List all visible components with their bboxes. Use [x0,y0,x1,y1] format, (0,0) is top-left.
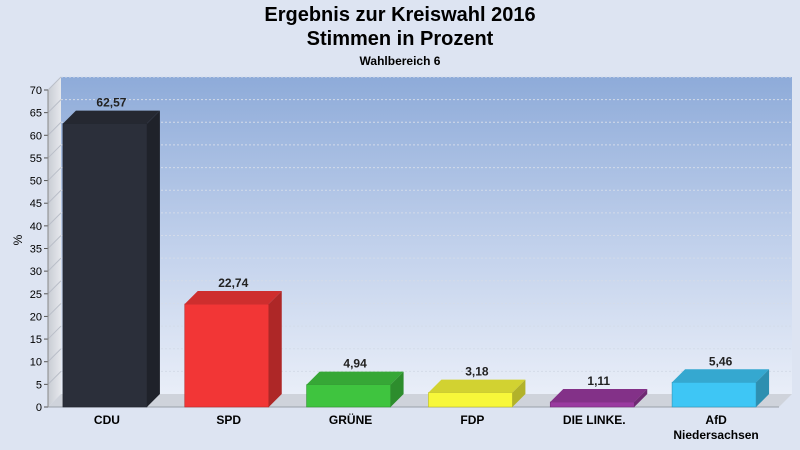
bar-side [634,388,648,407]
bar-value-label: 1,11 [587,374,610,388]
grid-line-wall [47,189,62,204]
bar-5 [671,369,770,408]
bar-top [306,371,404,385]
x-category-label: DIE LINKE. [563,413,626,427]
y-tick-label: 30 [30,266,42,278]
y-tick-label: 0 [36,402,42,414]
y-tick-label: 20 [30,311,42,323]
y-tick-label: 60 [30,130,42,142]
chart-subtitle: Wahlbereich 6 [359,54,441,68]
y-tick-label: 40 [30,221,42,233]
bar-3 [428,379,526,408]
grid-line-wall [47,144,62,159]
bar-2 [306,371,404,408]
bar-top [672,369,770,383]
grid-line-wall [47,167,62,181]
grid-line-wall [47,325,62,340]
bar-side [512,379,526,407]
bar-top [62,110,160,124]
grid-line-wall [47,303,62,317]
y-tick-label: 10 [30,357,42,369]
bar-front [671,381,757,408]
x-category-label: AfD [705,413,727,427]
grid-line-wall [47,371,62,385]
grid-line-wall [47,76,62,91]
grid-line-wall [47,212,62,227]
bar-side [146,110,160,408]
bar-value-label: 4,94 [343,357,367,371]
bar-top [184,291,282,305]
x-category-label: Niedersachsen [673,428,758,442]
grid-line-wall [47,257,62,272]
grid-line-wall [47,235,62,249]
bar-4 [549,388,648,408]
y-tick-label: 35 [30,244,42,256]
bar-value-label: 3,18 [465,365,489,379]
bar-side [268,291,282,407]
bar-value-label: 22,74 [218,276,248,290]
bar-front [549,401,635,408]
bar-front [428,392,513,408]
y-tick-label: 45 [30,198,42,210]
bar-value-label: 5,46 [709,354,733,368]
y-tick-label: 25 [30,289,42,301]
y-tick-label: 70 [30,85,42,97]
x-category-label: SPD [216,413,241,427]
bar-side [756,369,770,407]
y-tick-label: 5 [36,379,42,391]
y-axis-label: % [11,234,25,245]
bar-1 [184,291,282,408]
x-category-label: GRÜNE [329,412,372,427]
y-tick-label: 65 [30,108,42,120]
bar-side [390,371,404,407]
x-category-label: FDP [460,413,484,427]
bar-value-label: 62,57 [96,96,126,110]
bar-front [184,303,270,408]
x-category-label: CDU [94,413,120,427]
bar-top [428,379,526,393]
bar-front [306,384,391,408]
grid-line-wall [47,99,62,113]
y-tick-label: 55 [30,153,42,165]
y-tick-label: 15 [30,334,42,346]
y-tick-label: 50 [30,176,42,188]
grid-line-wall [47,121,62,136]
grid-line-wall [47,280,62,295]
chart-title-line2: Stimmen in Prozent [306,28,494,50]
grid-line-wall [47,348,62,363]
chart-title: Ergebnis zur Kreiswahl 2016 [264,4,536,26]
bar-front [62,123,148,408]
bar-top [550,388,648,402]
bar-0 [62,110,160,408]
